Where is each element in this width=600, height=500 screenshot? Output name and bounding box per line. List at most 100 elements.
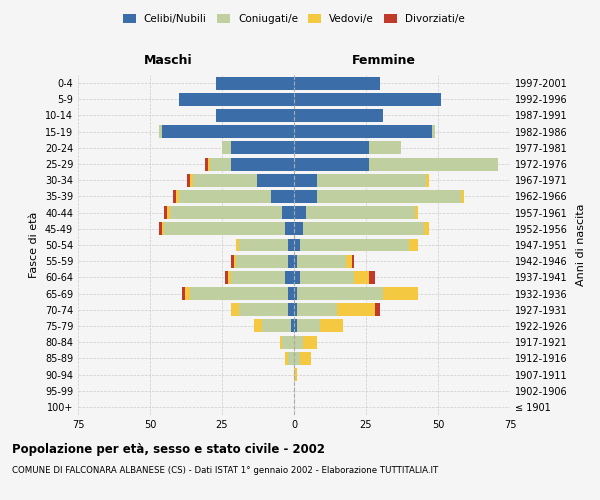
- Bar: [294, 352, 300, 365]
- Bar: [288, 238, 294, 252]
- Bar: [297, 304, 337, 316]
- Bar: [294, 287, 297, 300]
- Bar: [415, 206, 418, 219]
- Bar: [294, 109, 383, 122]
- Bar: [383, 287, 418, 300]
- Bar: [374, 304, 380, 316]
- Bar: [302, 222, 424, 235]
- Bar: [317, 174, 427, 186]
- Bar: [233, 254, 236, 268]
- Bar: [280, 336, 283, 348]
- Bar: [230, 271, 286, 284]
- Bar: [205, 158, 208, 170]
- Bar: [288, 304, 294, 316]
- Bar: [294, 320, 297, 332]
- Bar: [291, 320, 294, 332]
- Bar: [167, 206, 170, 219]
- Bar: [254, 320, 262, 332]
- Bar: [294, 206, 305, 219]
- Bar: [317, 190, 461, 203]
- Bar: [346, 254, 352, 268]
- Bar: [409, 238, 418, 252]
- Bar: [286, 352, 288, 365]
- Bar: [294, 93, 441, 106]
- Bar: [294, 304, 297, 316]
- Bar: [294, 254, 297, 268]
- Y-axis label: Fasce di età: Fasce di età: [29, 212, 39, 278]
- Bar: [297, 287, 383, 300]
- Bar: [286, 222, 294, 235]
- Bar: [300, 271, 355, 284]
- Bar: [230, 254, 233, 268]
- Bar: [208, 158, 211, 170]
- Bar: [305, 206, 415, 219]
- Bar: [369, 142, 401, 154]
- Bar: [427, 174, 430, 186]
- Text: Popolazione per età, sesso e stato civile - 2002: Popolazione per età, sesso e stato civil…: [12, 442, 325, 456]
- Bar: [424, 222, 430, 235]
- Bar: [432, 125, 435, 138]
- Y-axis label: Anni di nascita: Anni di nascita: [576, 204, 586, 286]
- Text: Maschi: Maschi: [143, 54, 193, 68]
- Bar: [216, 109, 294, 122]
- Bar: [369, 158, 499, 170]
- Bar: [297, 254, 346, 268]
- Bar: [230, 304, 239, 316]
- Bar: [300, 238, 409, 252]
- Bar: [257, 174, 294, 186]
- Bar: [164, 206, 167, 219]
- Bar: [297, 320, 320, 332]
- Bar: [193, 174, 257, 186]
- Text: Femmine: Femmine: [352, 54, 416, 68]
- Bar: [271, 190, 294, 203]
- Bar: [320, 320, 343, 332]
- Bar: [179, 190, 271, 203]
- Bar: [294, 158, 369, 170]
- Bar: [288, 352, 294, 365]
- Bar: [288, 287, 294, 300]
- Bar: [236, 254, 288, 268]
- Bar: [236, 238, 239, 252]
- Bar: [225, 271, 228, 284]
- Bar: [239, 238, 288, 252]
- Text: COMUNE DI FALCONARA ALBANESE (CS) - Dati ISTAT 1° gennaio 2002 - Elaborazione TU: COMUNE DI FALCONARA ALBANESE (CS) - Dati…: [12, 466, 438, 475]
- Bar: [294, 222, 302, 235]
- Bar: [302, 336, 317, 348]
- Legend: Celibi/Nubili, Coniugati/e, Vedovi/e, Divorziati/e: Celibi/Nubili, Coniugati/e, Vedovi/e, Di…: [119, 10, 469, 29]
- Bar: [288, 254, 294, 268]
- Bar: [161, 222, 164, 235]
- Bar: [294, 142, 369, 154]
- Bar: [300, 352, 311, 365]
- Bar: [286, 271, 294, 284]
- Bar: [185, 287, 190, 300]
- Bar: [187, 174, 190, 186]
- Bar: [294, 271, 300, 284]
- Bar: [158, 125, 161, 138]
- Bar: [173, 190, 176, 203]
- Bar: [170, 206, 283, 219]
- Bar: [230, 142, 294, 154]
- Bar: [355, 271, 369, 284]
- Bar: [164, 222, 286, 235]
- Bar: [179, 93, 294, 106]
- Bar: [222, 142, 230, 154]
- Bar: [216, 76, 294, 90]
- Bar: [190, 174, 193, 186]
- Bar: [294, 190, 317, 203]
- Bar: [230, 158, 294, 170]
- Bar: [294, 336, 302, 348]
- Bar: [161, 125, 294, 138]
- Bar: [294, 174, 317, 186]
- Bar: [283, 336, 294, 348]
- Bar: [176, 190, 179, 203]
- Bar: [352, 254, 355, 268]
- Bar: [294, 238, 300, 252]
- Bar: [337, 304, 374, 316]
- Bar: [262, 320, 291, 332]
- Bar: [158, 222, 161, 235]
- Bar: [461, 190, 464, 203]
- Bar: [294, 76, 380, 90]
- Bar: [190, 287, 288, 300]
- Bar: [294, 368, 297, 381]
- Bar: [283, 206, 294, 219]
